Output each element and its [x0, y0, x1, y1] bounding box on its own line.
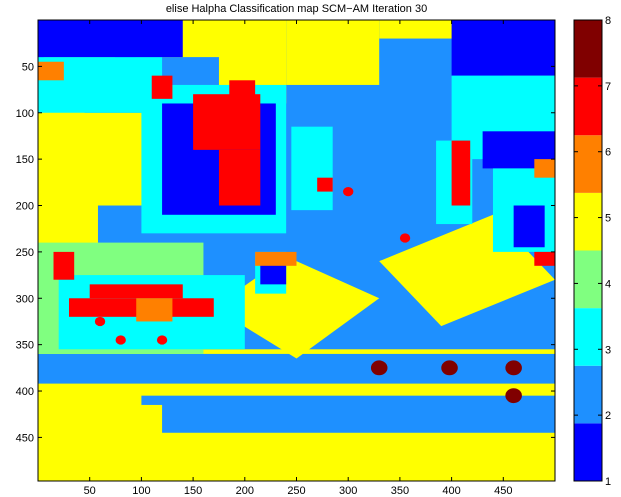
class-region — [218, 149, 261, 206]
colorbar-tick-label: 5 — [605, 213, 611, 225]
colorbar-tick-label: 7 — [605, 81, 611, 93]
class-region — [513, 205, 545, 248]
x-tick-label: 350 — [391, 485, 409, 497]
class-blob — [343, 186, 354, 197]
class-region — [38, 61, 64, 81]
class-blob — [370, 360, 388, 376]
class-region — [291, 126, 333, 211]
class-blob — [115, 335, 126, 345]
colorbar-segment — [574, 365, 602, 424]
colorbar-tick-label: 2 — [605, 410, 611, 422]
class-region — [317, 177, 333, 192]
chart-title: elise Halpha Classification map SCM−AM I… — [165, 3, 428, 15]
axes: 50 100 150 200 250 300 350 400 450 50 100 150 200 250… — [16, 20, 555, 497]
colorbar-segment — [574, 192, 602, 251]
class-region — [286, 20, 380, 85]
colorbar-tick-label: 8 — [605, 15, 611, 27]
y-tick-label: 450 — [16, 432, 34, 444]
class-region — [69, 404, 163, 456]
class-blob — [94, 316, 106, 327]
y-tick-label: 350 — [16, 340, 34, 352]
colorbar: 1 2 3 4 5 6 7 8 — [573, 15, 611, 488]
y-tick-label: 400 — [16, 386, 34, 398]
colorbar-tick-label: 1 — [605, 476, 611, 488]
classification-map — [38, 20, 555, 481]
x-tick-label: 200 — [236, 485, 254, 497]
class-region — [451, 140, 471, 206]
class-region — [451, 20, 555, 76]
x-tick-label: 100 — [132, 485, 150, 497]
class-blob — [505, 360, 522, 376]
y-tick-label: 150 — [16, 154, 34, 166]
y-tick-label: 100 — [16, 108, 34, 120]
class-region — [89, 284, 183, 299]
colorbar-segment — [574, 250, 602, 309]
x-tick-label: 300 — [339, 485, 357, 497]
class-region — [255, 251, 297, 266]
class-region — [534, 159, 555, 178]
class-region — [151, 75, 173, 99]
class-region — [38, 20, 183, 58]
x-tick-label: 150 — [184, 485, 202, 497]
colorbar-segment — [574, 308, 602, 366]
class-blob — [399, 233, 411, 243]
colorbar-segment — [574, 77, 602, 136]
class-region — [53, 251, 75, 280]
y-tick-label: 200 — [16, 201, 34, 213]
colorbar-segment — [574, 20, 602, 78]
x-tick-label: 450 — [494, 485, 512, 497]
colorbar-tick-label: 6 — [605, 147, 611, 159]
y-tick-label: 250 — [16, 247, 34, 259]
class-region — [229, 80, 256, 109]
colorbar-frame — [573, 19, 603, 482]
class-region — [136, 298, 173, 322]
class-region — [141, 395, 555, 433]
y-tick-label: 50 — [22, 61, 34, 73]
class-region — [38, 353, 555, 384]
x-tick-label: 400 — [442, 485, 460, 497]
x-tick-label: 50 — [84, 485, 96, 497]
colorbar-segment — [574, 423, 602, 481]
x-tick-label: 250 — [287, 485, 305, 497]
class-blob — [156, 335, 168, 345]
class-blob — [441, 360, 458, 376]
colorbar-tick-label: 4 — [605, 278, 611, 290]
class-blob — [505, 388, 522, 404]
colorbar-tick-label: 3 — [605, 344, 611, 356]
y-tick-label: 300 — [16, 293, 34, 305]
colorbar-segment — [574, 135, 602, 193]
class-region — [534, 251, 555, 266]
